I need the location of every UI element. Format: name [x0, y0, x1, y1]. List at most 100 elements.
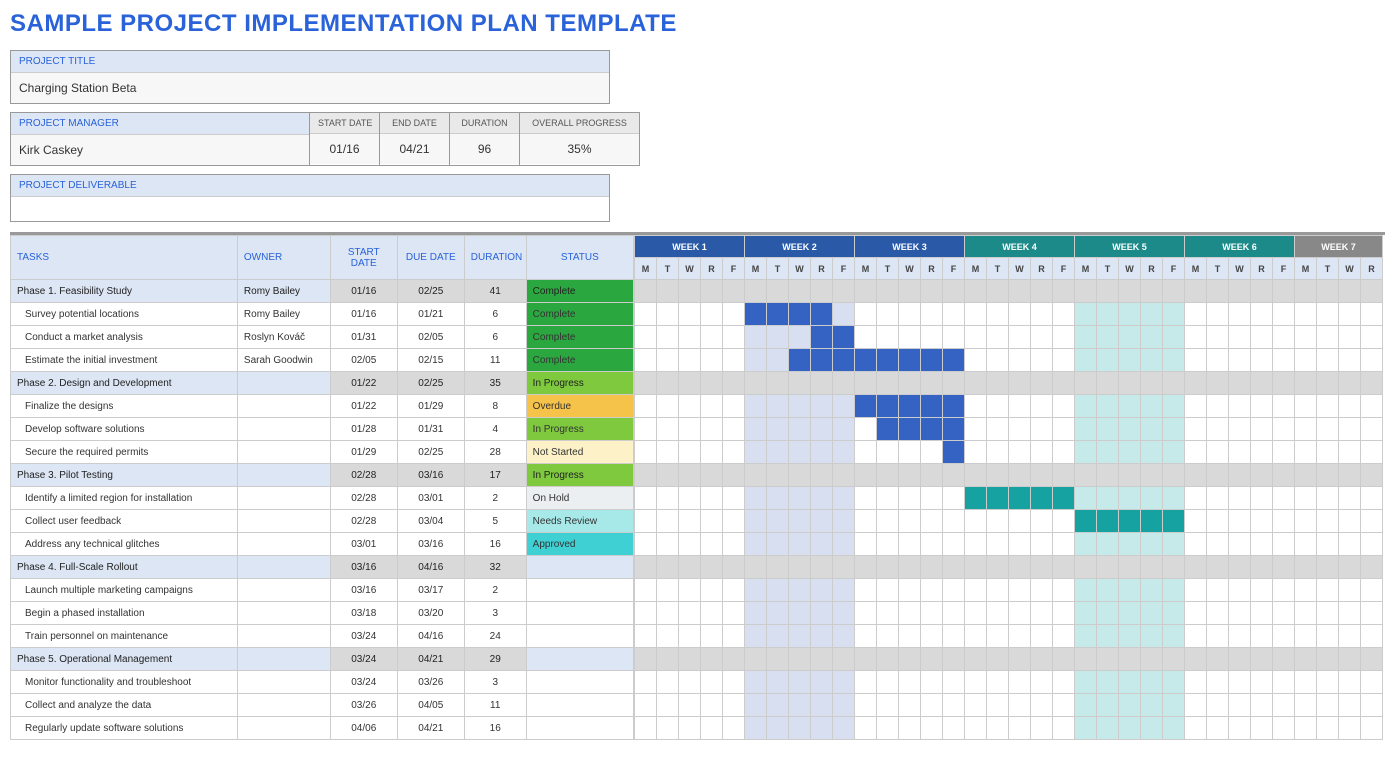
gantt-cell	[635, 556, 657, 579]
duration-cell: 3	[464, 671, 526, 694]
table-row: Phase 4. Full-Scale Rollout03/1604/1632	[11, 556, 634, 579]
gantt-cell	[767, 418, 789, 441]
gantt-cell	[1207, 671, 1229, 694]
gantt-cell	[701, 533, 723, 556]
gantt-cell	[1251, 395, 1273, 418]
gantt-cell	[899, 579, 921, 602]
gantt-cell	[745, 671, 767, 694]
gantt-cell	[811, 648, 833, 671]
gantt-cell	[1053, 533, 1075, 556]
gantt-cell	[1031, 280, 1053, 303]
status-cell: Overdue	[526, 395, 633, 418]
gantt-cell	[1251, 579, 1273, 602]
gantt-cell	[679, 303, 701, 326]
project-manager-value: Kirk Caskey	[11, 135, 309, 165]
duration-value: 96	[450, 134, 519, 164]
gantt-cell	[1229, 487, 1251, 510]
gantt-cell	[1339, 326, 1361, 349]
gantt-cell	[965, 648, 987, 671]
gantt-cell	[657, 326, 679, 349]
gantt-cell	[1361, 372, 1383, 395]
table-row: Survey potential locationsRomy Bailey01/…	[11, 303, 634, 326]
gantt-cell	[745, 533, 767, 556]
table-row: Address any technical glitches03/0103/16…	[11, 533, 634, 556]
gantt-cell	[1075, 441, 1097, 464]
gantt-cell	[1185, 280, 1207, 303]
gantt-cell	[1207, 280, 1229, 303]
due-cell: 03/01	[397, 487, 464, 510]
gantt-cell	[1031, 487, 1053, 510]
gantt-cell	[1185, 717, 1207, 740]
duration-cell: 32	[464, 556, 526, 579]
gantt-cell	[1339, 602, 1361, 625]
table-row: Phase 2. Design and Development01/2202/2…	[11, 372, 634, 395]
gantt-cell	[1361, 510, 1383, 533]
gantt-cell	[811, 487, 833, 510]
gantt-cell	[965, 487, 987, 510]
gantt-cell	[1031, 648, 1053, 671]
table-row: Monitor functionality and troubleshoot03…	[11, 671, 634, 694]
due-cell: 04/21	[397, 648, 464, 671]
day-header: F	[833, 258, 855, 280]
gantt-cell	[701, 648, 723, 671]
gantt-cell	[1207, 395, 1229, 418]
gantt-cell	[1163, 464, 1185, 487]
gantt-cell	[1075, 487, 1097, 510]
gantt-cell	[1251, 671, 1273, 694]
gantt-cell	[965, 372, 987, 395]
gantt-cell	[1141, 556, 1163, 579]
gantt-cell	[1229, 625, 1251, 648]
gantt-cell	[679, 487, 701, 510]
gantt-cell	[965, 510, 987, 533]
project-deliverable-value	[11, 197, 609, 221]
gantt-cell	[1295, 349, 1317, 372]
gantt-cell	[965, 579, 987, 602]
gantt-cell	[1361, 625, 1383, 648]
gantt-row	[635, 556, 1383, 579]
gantt-cell	[987, 326, 1009, 349]
project-title-block: PROJECT TITLE Charging Station Beta	[10, 50, 610, 104]
gantt-cell	[1229, 303, 1251, 326]
gantt-cell	[657, 303, 679, 326]
gantt-cell	[679, 671, 701, 694]
gantt-cell	[701, 395, 723, 418]
gantt-cell	[1207, 648, 1229, 671]
gantt-cell	[1251, 372, 1273, 395]
status-cell	[526, 648, 633, 671]
gantt-cell	[1097, 280, 1119, 303]
duration-cell: 24	[464, 625, 526, 648]
day-header: F	[1053, 258, 1075, 280]
gantt-cell	[965, 418, 987, 441]
gantt-cell	[1119, 510, 1141, 533]
table-row: Estimate the initial investmentSarah Goo…	[11, 349, 634, 372]
gantt-cell	[1141, 464, 1163, 487]
gantt-cell	[987, 533, 1009, 556]
gantt-cell	[921, 349, 943, 372]
task-cell: Monitor functionality and troubleshoot	[11, 671, 238, 694]
gantt-cell	[1119, 694, 1141, 717]
overall-progress-value: 35%	[520, 134, 639, 164]
gantt-cell	[679, 418, 701, 441]
gantt-cell	[1075, 464, 1097, 487]
gantt-cell	[1053, 349, 1075, 372]
gantt-cell	[1185, 625, 1207, 648]
gantt-cell	[899, 372, 921, 395]
gantt-cell	[1251, 441, 1273, 464]
gantt-cell	[1009, 326, 1031, 349]
start-date-label: START DATE	[310, 113, 379, 134]
gantt-cell	[1361, 717, 1383, 740]
gantt-cell	[987, 648, 1009, 671]
gantt-cell	[1031, 717, 1053, 740]
gantt-cell	[701, 671, 723, 694]
gantt-cell	[877, 303, 899, 326]
gantt-cell	[1119, 280, 1141, 303]
week-header: WEEK 3	[855, 236, 965, 258]
day-header: W	[679, 258, 701, 280]
gantt-cell	[1185, 579, 1207, 602]
table-row: Phase 5. Operational Management03/2404/2…	[11, 648, 634, 671]
gantt-cell	[1207, 441, 1229, 464]
gantt-cell	[657, 717, 679, 740]
gantt-cell	[701, 694, 723, 717]
start-cell: 01/16	[330, 303, 397, 326]
gantt-row	[635, 303, 1383, 326]
